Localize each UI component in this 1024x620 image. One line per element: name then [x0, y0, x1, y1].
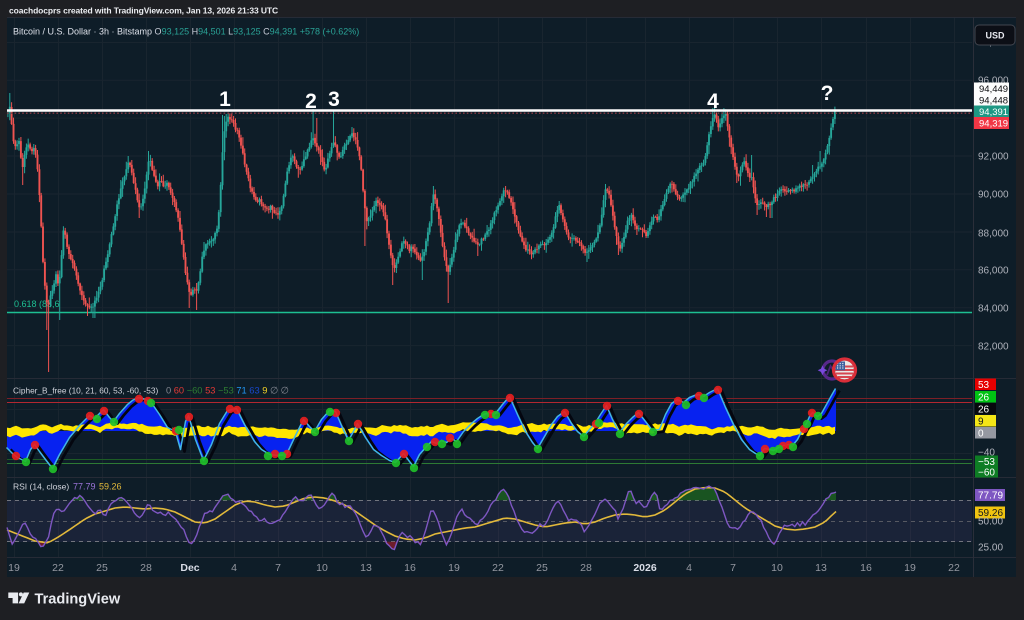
svg-text:TradingView: TradingView	[35, 592, 121, 608]
svg-text:7: 7	[275, 562, 281, 574]
svg-text:4: 4	[231, 562, 237, 574]
svg-text:26: 26	[978, 405, 990, 416]
svg-text:10: 10	[771, 562, 783, 574]
svg-text:28: 28	[580, 562, 592, 574]
svg-text:90,000: 90,000	[978, 190, 1009, 201]
svg-text:RSI (14, close): RSI (14, close)	[13, 482, 69, 492]
svg-text:−60: −60	[978, 468, 995, 479]
svg-text:94,319: 94,319	[979, 119, 1008, 130]
svg-text:13: 13	[360, 562, 372, 574]
svg-text:USD: USD	[985, 31, 1005, 41]
svg-text:26: 26	[978, 393, 990, 404]
svg-text:86,000: 86,000	[978, 266, 1009, 277]
svg-text:9: 9	[978, 417, 984, 428]
svg-text:96,000: 96,000	[978, 76, 1009, 87]
svg-text:Cipher_B_free (10, 21, 60, 53,: Cipher_B_free (10, 21, 60, 53, -60, -53)	[13, 386, 159, 396]
svg-text:0.618 (83,6: 0.618 (83,6	[14, 299, 60, 309]
svg-text:28: 28	[140, 562, 152, 574]
svg-text:22: 22	[492, 562, 504, 574]
svg-text:4: 4	[686, 562, 692, 574]
svg-text:84,000: 84,000	[978, 304, 1009, 315]
svg-text:77.79: 77.79	[978, 491, 1003, 502]
svg-text:19: 19	[448, 562, 460, 574]
svg-text:10: 10	[316, 562, 328, 574]
svg-text:22: 22	[52, 562, 64, 574]
svg-text:0 60 −60 53 −53 71 63 9: 0 60 −60 53 −53 71 63 9 ∅ ∅	[166, 386, 289, 396]
svg-text:16: 16	[404, 562, 416, 574]
svg-text:19: 19	[8, 562, 20, 574]
svg-text:19: 19	[904, 562, 916, 574]
svg-text:53: 53	[978, 380, 990, 391]
svg-text:25.00: 25.00	[978, 543, 1003, 554]
svg-text:3: 3	[328, 88, 340, 111]
svg-text:50.00: 50.00	[978, 517, 1003, 528]
svg-text:94,448: 94,448	[979, 96, 1008, 107]
svg-text:92,000: 92,000	[978, 152, 1009, 163]
svg-text:25: 25	[536, 562, 548, 574]
svg-text:94,449: 94,449	[979, 84, 1008, 95]
svg-text:Bitcoin / U.S. Dollar · 3h · B: Bitcoin / U.S. Dollar · 3h · Bitstamp O9…	[13, 27, 359, 37]
svg-text:0: 0	[978, 429, 984, 440]
svg-text:coachdocprs created with Tradi: coachdocprs created with TradingView.com…	[9, 6, 278, 16]
svg-text:7: 7	[730, 562, 736, 574]
svg-text:82,000: 82,000	[978, 342, 1009, 353]
svg-text:59.26: 59.26	[978, 508, 1003, 519]
svg-text:4: 4	[707, 90, 719, 113]
svg-text:88,000: 88,000	[978, 229, 1009, 240]
svg-text:13: 13	[815, 562, 827, 574]
svg-text:−40: −40	[978, 448, 995, 459]
svg-text:25: 25	[96, 562, 108, 574]
svg-text:2: 2	[305, 90, 317, 113]
svg-text:16: 16	[860, 562, 872, 574]
svg-text:1: 1	[219, 88, 231, 111]
svg-text:−53: −53	[978, 457, 995, 468]
svg-text:94,391: 94,391	[979, 107, 1008, 118]
svg-text:2026: 2026	[633, 562, 657, 574]
svg-text:Dec: Dec	[180, 562, 199, 574]
svg-text:?: ?	[821, 82, 834, 105]
svg-text:22: 22	[948, 562, 960, 574]
svg-text:59.26: 59.26	[99, 482, 122, 492]
svg-text:77.79: 77.79	[73, 482, 96, 492]
